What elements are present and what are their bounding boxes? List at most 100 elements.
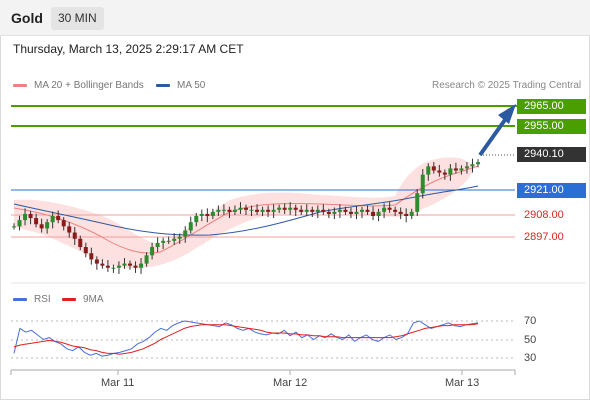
candlestick-series	[12, 158, 480, 274]
price-tag-2955: 2955.00	[517, 119, 586, 134]
candle-body	[288, 207, 293, 210]
candle-body	[34, 218, 39, 225]
ma50-swatch	[156, 84, 170, 87]
candle-body	[337, 209, 342, 212]
candle-body	[293, 207, 298, 210]
rsi-level-70: 70	[524, 315, 537, 327]
candle-body	[376, 211, 381, 216]
candle-body	[304, 209, 309, 212]
candle-body	[94, 259, 99, 264]
price-tag-last: 2940.10	[517, 147, 586, 162]
ma20-line	[13, 165, 479, 254]
candle-body	[420, 174, 425, 194]
candle-body	[78, 238, 83, 248]
candle-body	[431, 166, 436, 171]
candle-body	[354, 211, 359, 214]
candle-body	[183, 230, 188, 237]
candle-body	[105, 265, 110, 268]
candle-body	[393, 209, 398, 212]
candle-body	[161, 240, 166, 243]
rsi-level-50: 50	[524, 334, 537, 346]
price-tag-2965: 2965.00	[517, 99, 586, 114]
candle-body	[409, 211, 414, 216]
candle-body	[238, 207, 243, 210]
symbol-title: Gold	[11, 10, 43, 26]
rsi-ma-line	[13, 323, 479, 355]
candle-body	[426, 166, 431, 175]
candle-body	[332, 211, 337, 214]
candle-body	[116, 265, 121, 268]
candle-body	[210, 211, 215, 216]
research-source: Research © 2025 Trading Central	[432, 80, 582, 91]
candle-body	[172, 238, 177, 241]
candle-body	[111, 267, 116, 269]
candle-body	[28, 213, 33, 219]
rsi-level-30: 30	[524, 352, 537, 364]
candle-body	[166, 240, 171, 242]
ma20-label: MA 20 + Bollinger Bands	[34, 80, 144, 91]
rsi-ma-swatch	[62, 298, 76, 301]
candle-body	[144, 255, 149, 264]
chart-header: Gold 30 MIN	[0, 0, 590, 36]
candle-body	[17, 220, 22, 227]
candle-body	[221, 209, 226, 211]
candle-body	[326, 211, 331, 214]
candle-body	[365, 209, 370, 212]
candle-body	[155, 242, 160, 248]
candle-body	[382, 207, 387, 212]
chart-datetime: Thursday, March 13, 2025 2:29:17 AM CET	[13, 42, 244, 56]
candle-body	[12, 226, 16, 228]
candle-body	[194, 216, 199, 223]
candle-body	[56, 216, 61, 221]
candle-body	[299, 209, 304, 212]
projection-arrow-line	[478, 115, 509, 157]
legend-ma50: MA 50	[156, 80, 205, 91]
candle-body	[404, 213, 409, 216]
candle-body	[266, 209, 271, 212]
rsi-label: RSI	[34, 294, 51, 305]
candle-body	[448, 168, 453, 175]
candle-body	[177, 236, 182, 239]
rsi-line	[13, 320, 479, 357]
candle-body	[315, 209, 320, 212]
candle-body	[371, 211, 376, 216]
candle-body	[188, 222, 193, 231]
candle-body	[459, 168, 464, 171]
candle-body	[45, 222, 50, 229]
rsi-swatch	[13, 298, 27, 301]
price-tag-2921: 2921.00	[517, 183, 586, 198]
x-label-mar13: Mar 13	[445, 377, 480, 389]
candle-body	[122, 263, 127, 266]
candle-body	[453, 168, 458, 171]
price-text-2908: 2908.00	[524, 209, 564, 221]
candle-body	[464, 166, 469, 169]
candle-body	[398, 211, 403, 214]
ma50-label: MA 50	[177, 80, 206, 91]
candle-body	[415, 193, 420, 212]
candle-body	[83, 247, 88, 254]
candle-body	[232, 209, 237, 212]
candle-body	[249, 209, 254, 211]
candle-body	[260, 209, 265, 212]
candle-body	[442, 172, 447, 175]
candle-body	[139, 263, 144, 268]
candle-body	[39, 224, 44, 229]
candle-body	[282, 207, 287, 210]
price-text-2897: 2897.00	[524, 231, 564, 243]
timeframe-button[interactable]: 30 MIN	[51, 7, 104, 30]
candle-body	[348, 211, 353, 214]
candle-body	[343, 209, 348, 212]
candle-body	[150, 247, 155, 256]
candle-body	[23, 213, 28, 221]
candle-body	[89, 253, 94, 260]
candle-body	[50, 216, 55, 223]
candle-body	[470, 164, 475, 167]
legend-ma20-bollinger: MA 20 + Bollinger Bands	[13, 80, 144, 91]
candle-body	[61, 220, 66, 227]
candle-body	[205, 213, 210, 216]
candle-body	[271, 209, 276, 212]
candle-body	[476, 162, 480, 165]
candle-body	[216, 209, 221, 212]
candle-body	[360, 209, 364, 212]
